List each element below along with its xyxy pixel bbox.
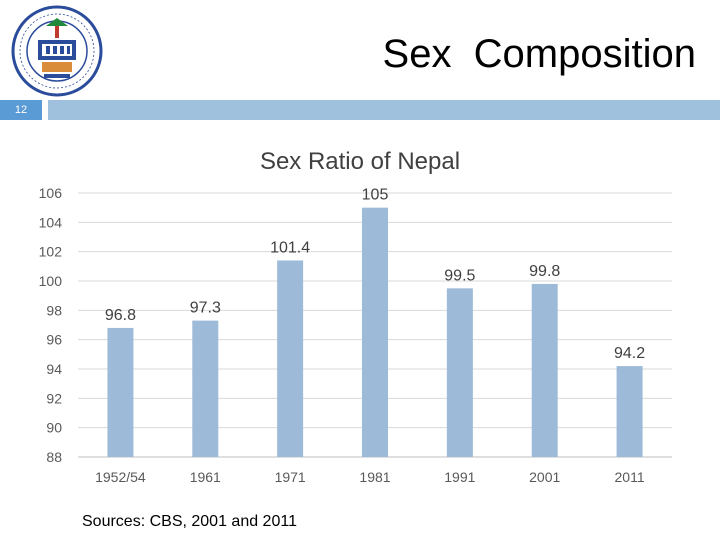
x-tick-label: 2001	[529, 469, 560, 485]
bar-1991	[446, 288, 473, 457]
x-axis-ticks: 1952/54 1961 1971 1981 1991 2001 2011	[95, 469, 645, 485]
chart-title: Sex Ratio of Nepal	[259, 148, 461, 175]
y-tick-label: 100	[39, 273, 63, 289]
source-note: Sources: CBS, 2001 and 2011	[82, 513, 297, 530]
bar-1981	[362, 207, 388, 457]
data-label: 99.8	[529, 263, 560, 280]
data-labels: 96.8 97.3 101.4 105 99.5 99.8 94.2	[105, 187, 645, 362]
header-band	[48, 100, 720, 120]
y-tick-label: 96	[46, 332, 62, 348]
x-tick-label: 1971	[275, 469, 306, 485]
y-tick-label: 94	[46, 361, 62, 377]
y-tick-label: 102	[39, 244, 63, 260]
bar-1952-54	[107, 327, 134, 457]
institution-seal-icon	[11, 5, 103, 97]
data-label: 99.5	[444, 267, 475, 284]
x-tick-label: 2011	[615, 469, 645, 485]
slide-title: Sex Composition	[382, 32, 696, 76]
data-label: 96.8	[105, 307, 136, 324]
data-label: 97.3	[190, 300, 221, 317]
bar-2011	[616, 366, 643, 457]
y-tick-label: 92	[46, 390, 62, 406]
y-tick-label: 90	[46, 420, 62, 436]
bar-1961	[192, 320, 219, 457]
data-label: 101.4	[270, 239, 310, 256]
x-tick-label: 1961	[190, 469, 221, 485]
data-label: 94.2	[614, 345, 645, 362]
slide-number: 12	[14, 104, 28, 116]
bar-1971	[277, 260, 304, 457]
bar-2001	[531, 283, 558, 457]
x-tick-label: 1981	[359, 469, 390, 485]
y-tick-label: 88	[46, 449, 62, 465]
slide-number-badge	[0, 100, 42, 120]
y-tick-label: 106	[39, 185, 63, 201]
y-axis-ticks: 88 90 92 94 96 98 100 102 104 106	[39, 185, 63, 465]
bars	[107, 207, 643, 457]
y-tick-label: 98	[46, 302, 62, 318]
x-tick-label: 1952/54	[95, 469, 146, 485]
x-tick-label: 1991	[444, 469, 475, 485]
y-tick-label: 104	[39, 214, 63, 230]
data-label: 105	[362, 187, 389, 204]
